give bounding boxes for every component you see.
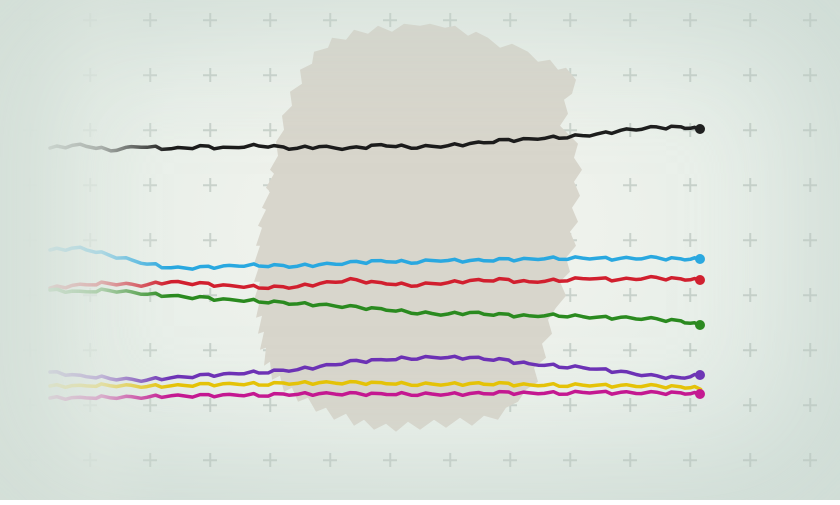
poll-end-marker-spd — [695, 275, 705, 285]
poll-end-marker-fdp — [695, 370, 705, 380]
poll-line-cdu — [50, 126, 701, 151]
poll-lines-layer — [0, 0, 840, 500]
poll-end-marker-bsw — [695, 389, 705, 399]
poll-line-afd — [50, 247, 701, 269]
poll-end-marker-gruene — [695, 320, 705, 330]
polling-chart-canvas — [0, 0, 840, 500]
poll-end-marker-cdu — [695, 124, 705, 134]
poll-line-bsw — [50, 391, 701, 399]
poll-line-linke — [50, 382, 701, 390]
poll-line-fdp — [50, 356, 701, 381]
poll-line-gruene — [50, 289, 701, 326]
poll-line-spd — [50, 277, 701, 289]
poll-end-marker-afd — [695, 254, 705, 264]
